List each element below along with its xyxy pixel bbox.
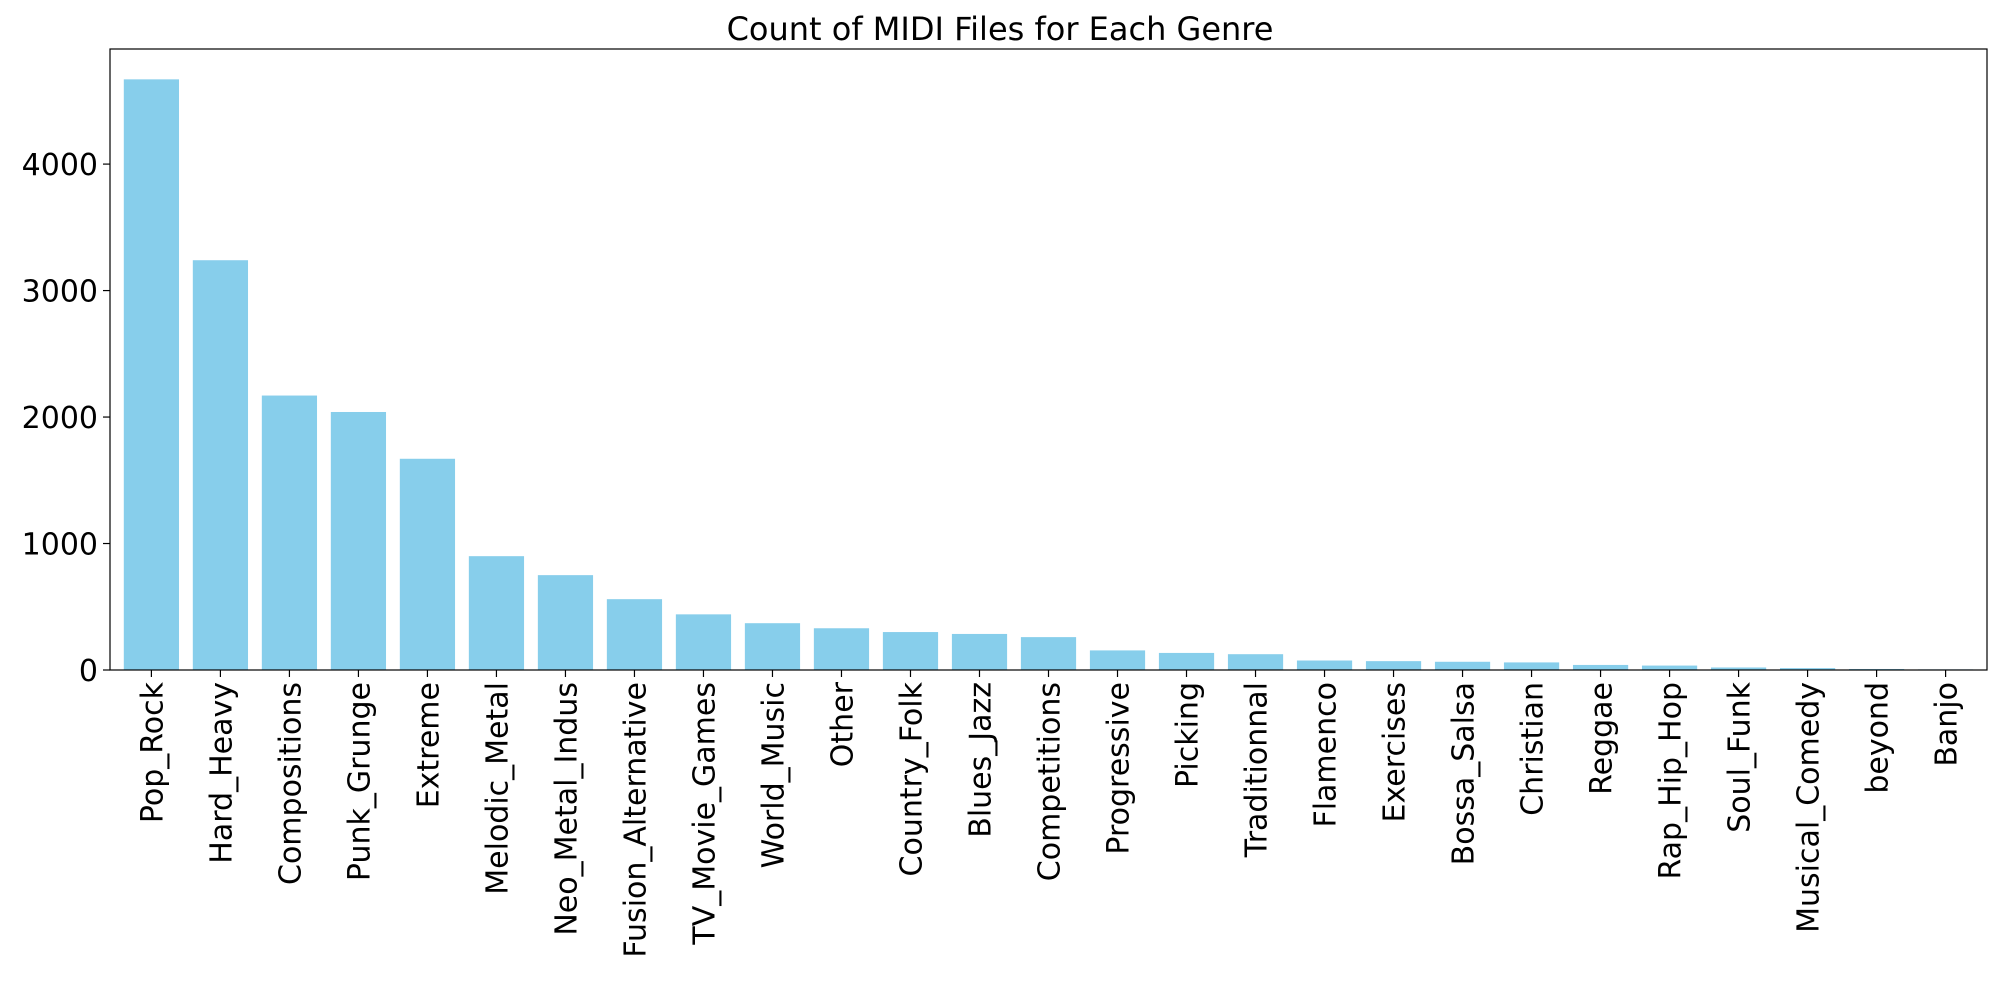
bar-country-folk bbox=[882, 632, 939, 670]
plot-frame bbox=[109, 48, 1988, 671]
x-tick-label: Blues_Jazz bbox=[963, 682, 998, 838]
x-tick-label: Fusion_Alternative bbox=[618, 682, 653, 958]
y-tick-label: 4000 bbox=[22, 148, 98, 183]
bar-blues-jazz bbox=[951, 633, 1008, 670]
x-tick-label: Musical_Comedy bbox=[1792, 682, 1827, 933]
x-tick-label: Other bbox=[825, 681, 860, 767]
bar-pop-rock bbox=[123, 79, 180, 671]
x-tick-label: Extreme bbox=[411, 682, 446, 808]
x-tick-label: Country_Folk bbox=[894, 681, 929, 876]
y-tick-label: 1000 bbox=[22, 528, 98, 563]
bar-progressive bbox=[1089, 650, 1146, 670]
bar-bossa-salsa bbox=[1434, 661, 1491, 670]
bar-tv-movie-games bbox=[675, 614, 732, 670]
bar-flamenco bbox=[1296, 660, 1353, 670]
x-tick-label: Reggae bbox=[1585, 682, 1620, 795]
x-tick-label: TV_Movie_Games bbox=[687, 682, 722, 946]
x-tick-label: Picking bbox=[1171, 682, 1206, 788]
x-tick-label: Banjo bbox=[1930, 682, 1965, 767]
bar-musical-comedy bbox=[1779, 668, 1836, 670]
bar-hard-heavy bbox=[192, 260, 249, 670]
bar-fusion-alternative bbox=[606, 599, 663, 670]
x-tick-label: Progressive bbox=[1102, 682, 1137, 855]
bar-picking bbox=[1158, 652, 1215, 670]
x-tick-label: Melodic_Metal bbox=[480, 682, 515, 895]
bar-soul-funk bbox=[1710, 667, 1767, 670]
bar-compositions bbox=[261, 395, 318, 670]
x-tick-label: Traditionnal bbox=[1240, 682, 1275, 858]
x-tick-label: Pop_Rock bbox=[135, 681, 170, 823]
bar-christian bbox=[1503, 662, 1560, 670]
bar-extreme bbox=[399, 458, 456, 670]
bar-melodic-metal bbox=[468, 556, 525, 670]
x-tick-label: Exercises bbox=[1378, 682, 1413, 822]
bar-neo-metal-indus bbox=[537, 575, 594, 670]
bar-competitions bbox=[1020, 637, 1077, 670]
x-tick-label: Flamenco bbox=[1309, 682, 1344, 828]
y-tick-label: 0 bbox=[79, 654, 98, 689]
chart-title: Count of MIDI Files for Each Genre bbox=[727, 10, 1274, 48]
x-tick-label: Neo_Metal_Indus bbox=[549, 682, 584, 936]
x-tick-label: Punk_Grunge bbox=[342, 682, 377, 881]
x-tick-label: World_Music bbox=[756, 682, 791, 868]
x-tick-label: Bossa_Salsa bbox=[1447, 682, 1482, 865]
y-axis: 0 1000 2000 3000 4000 bbox=[22, 148, 110, 689]
bar-exercises bbox=[1365, 661, 1422, 670]
x-tick-label: Soul_Funk bbox=[1723, 681, 1758, 832]
bar-punk-grunge bbox=[330, 411, 387, 670]
bar-traditionnal bbox=[1227, 654, 1284, 670]
bar-rap-hip-hop bbox=[1641, 665, 1698, 670]
bar-other bbox=[813, 628, 870, 670]
x-tick-label: Christian bbox=[1516, 682, 1551, 816]
x-tick-label: Compositions bbox=[273, 682, 308, 885]
bar-reggae bbox=[1572, 664, 1629, 670]
y-tick-label: 3000 bbox=[22, 275, 98, 310]
bars-layer bbox=[123, 79, 1974, 671]
y-tick-label: 2000 bbox=[22, 401, 98, 436]
x-tick-label: Hard_Heavy bbox=[204, 682, 239, 864]
x-tick-label: beyond bbox=[1861, 682, 1896, 794]
x-tick-label: Competitions bbox=[1033, 682, 1068, 881]
x-axis: Pop_Rock Hard_Heavy Compositions Punk_Grung… bbox=[135, 670, 1965, 958]
x-tick-label: Rap_Hip_Hop bbox=[1654, 682, 1689, 880]
bar-world-music bbox=[744, 623, 801, 670]
